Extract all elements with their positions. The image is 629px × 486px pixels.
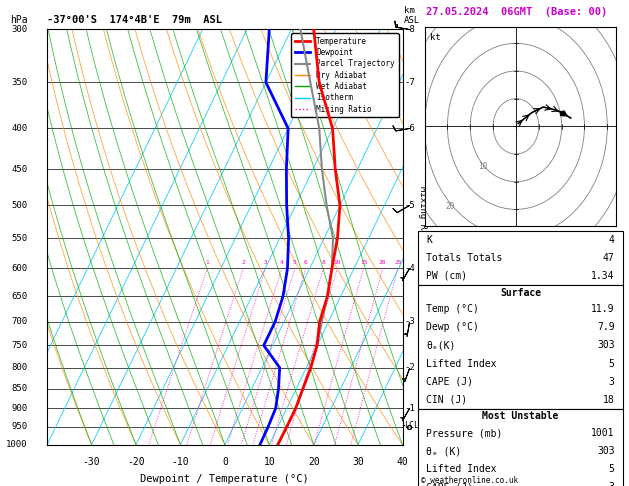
Text: 6: 6 xyxy=(304,260,308,265)
Text: km
ASL: km ASL xyxy=(404,6,420,25)
Text: 4: 4 xyxy=(280,260,284,265)
Text: CAPE (J): CAPE (J) xyxy=(426,482,474,486)
Text: 25: 25 xyxy=(394,260,402,265)
Text: 27.05.2024  06GMT  (Base: 00): 27.05.2024 06GMT (Base: 00) xyxy=(426,7,608,17)
Text: 400: 400 xyxy=(11,124,28,133)
Text: Dewp (°C): Dewp (°C) xyxy=(426,323,479,332)
Text: Totals Totals: Totals Totals xyxy=(426,253,503,263)
Text: -3: -3 xyxy=(404,317,415,326)
Text: Temp (°C): Temp (°C) xyxy=(426,304,479,314)
Text: 3: 3 xyxy=(609,377,615,386)
Text: Most Unstable: Most Unstable xyxy=(482,411,559,421)
Text: 10: 10 xyxy=(479,162,487,171)
Text: 30: 30 xyxy=(352,457,364,467)
Text: -37°00'S  174°4B'E  79m  ASL: -37°00'S 174°4B'E 79m ASL xyxy=(47,15,222,25)
Text: 750: 750 xyxy=(11,341,28,350)
Text: -10: -10 xyxy=(172,457,189,467)
Text: 550: 550 xyxy=(11,234,28,243)
Text: 11.9: 11.9 xyxy=(591,304,615,314)
Bar xyxy=(418,285,623,409)
Text: PW (cm): PW (cm) xyxy=(426,271,467,281)
Text: 900: 900 xyxy=(11,404,28,413)
Text: θₑ(K): θₑ(K) xyxy=(426,341,456,350)
Text: 3: 3 xyxy=(264,260,267,265)
Text: CAPE (J): CAPE (J) xyxy=(426,377,474,386)
Text: 5: 5 xyxy=(609,359,615,368)
Legend: Temperature, Dewpoint, Parcel Trajectory, Dry Adiabat, Wet Adiabat, Isotherm, Mi: Temperature, Dewpoint, Parcel Trajectory… xyxy=(291,33,399,117)
Text: Pressure (mb): Pressure (mb) xyxy=(426,428,503,438)
Text: 1000: 1000 xyxy=(6,440,28,449)
Text: 350: 350 xyxy=(11,78,28,87)
Text: Lifted Index: Lifted Index xyxy=(426,359,497,368)
Text: 0: 0 xyxy=(222,457,228,467)
Text: 800: 800 xyxy=(11,363,28,372)
Text: 1001: 1001 xyxy=(591,428,615,438)
Text: -7: -7 xyxy=(404,78,415,87)
Text: 950: 950 xyxy=(11,422,28,432)
Text: -30: -30 xyxy=(83,457,101,467)
Text: © weatheronline.co.uk: © weatheronline.co.uk xyxy=(421,476,518,485)
Text: 5: 5 xyxy=(609,464,615,474)
Text: 40: 40 xyxy=(397,457,408,467)
Text: 700: 700 xyxy=(11,317,28,326)
Text: 20: 20 xyxy=(445,202,455,210)
Text: 4: 4 xyxy=(609,235,615,245)
Text: -8: -8 xyxy=(404,25,415,34)
Text: 850: 850 xyxy=(11,384,28,393)
Text: LCL: LCL xyxy=(404,421,420,430)
Text: 15: 15 xyxy=(360,260,367,265)
Text: Dewpoint / Temperature (°C): Dewpoint / Temperature (°C) xyxy=(140,474,309,484)
Text: Lifted Index: Lifted Index xyxy=(426,464,497,474)
Text: 20: 20 xyxy=(308,457,320,467)
Text: 303: 303 xyxy=(597,341,615,350)
Bar xyxy=(418,231,623,285)
Text: Mixing Ratio (g/kg): Mixing Ratio (g/kg) xyxy=(418,186,426,288)
Text: hPa: hPa xyxy=(10,15,28,25)
Text: 5: 5 xyxy=(293,260,297,265)
Text: -2: -2 xyxy=(404,363,415,372)
Text: 10: 10 xyxy=(264,457,275,467)
Text: 650: 650 xyxy=(11,292,28,300)
Text: 500: 500 xyxy=(11,201,28,210)
Text: -6: -6 xyxy=(404,124,415,133)
Text: 1.34: 1.34 xyxy=(591,271,615,281)
Text: -5: -5 xyxy=(404,201,415,210)
Text: 7.9: 7.9 xyxy=(597,323,615,332)
Text: 47: 47 xyxy=(603,253,615,263)
Text: 300: 300 xyxy=(11,25,28,34)
Text: K: K xyxy=(426,235,432,245)
Text: 1: 1 xyxy=(206,260,209,265)
Text: -1: -1 xyxy=(404,404,415,413)
Text: 600: 600 xyxy=(11,264,28,273)
Text: 303: 303 xyxy=(597,446,615,456)
Text: 10: 10 xyxy=(333,260,341,265)
Text: 450: 450 xyxy=(11,165,28,174)
Text: 3: 3 xyxy=(609,482,615,486)
Text: -20: -20 xyxy=(127,457,145,467)
Text: θₑ (K): θₑ (K) xyxy=(426,446,462,456)
Text: kt: kt xyxy=(430,33,441,42)
Text: Surface: Surface xyxy=(500,288,541,297)
Bar xyxy=(418,409,623,486)
Text: 2: 2 xyxy=(242,260,245,265)
Text: -4: -4 xyxy=(404,264,415,273)
Text: 8: 8 xyxy=(321,260,325,265)
Text: CIN (J): CIN (J) xyxy=(426,395,467,404)
Text: 18: 18 xyxy=(603,395,615,404)
Text: 20: 20 xyxy=(379,260,386,265)
